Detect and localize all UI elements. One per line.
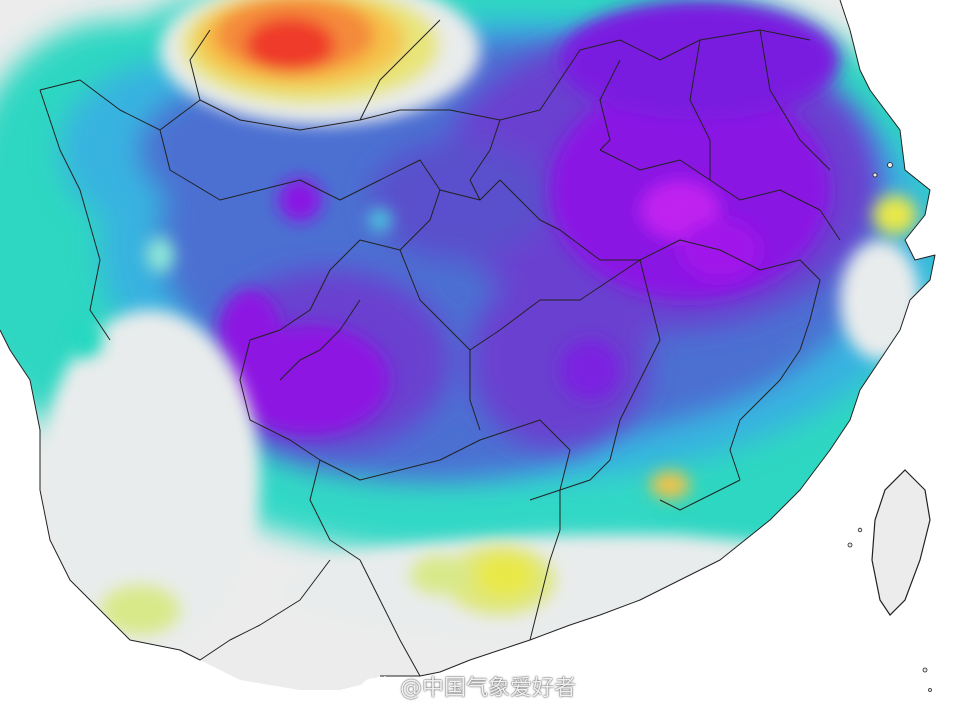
taiwan-island bbox=[871, 469, 931, 616]
watermark-text: @中国气象爱好者 bbox=[400, 676, 577, 701]
weibo-watermark: @中国气象爱好者 bbox=[360, 672, 577, 701]
weibo-logo-icon bbox=[361, 676, 392, 698]
province-borders bbox=[0, 0, 936, 677]
coastal-islands bbox=[847, 162, 932, 692]
